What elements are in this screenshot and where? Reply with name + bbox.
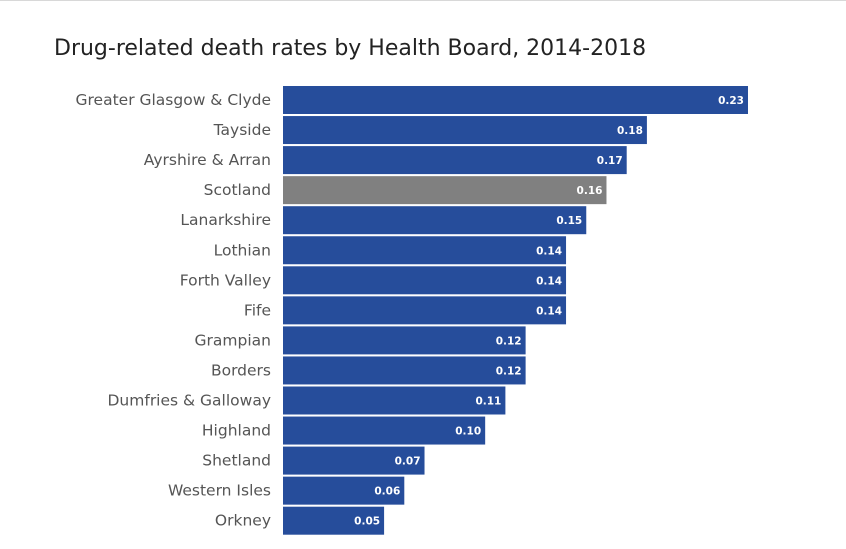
bar-10 <box>283 386 506 415</box>
bar-13 <box>283 476 405 505</box>
value-label-9: 0.12 <box>496 365 522 377</box>
value-label-6: 0.14 <box>536 275 562 287</box>
top-divider <box>0 0 846 1</box>
bar-12 <box>283 446 425 475</box>
value-label-10: 0.11 <box>475 396 501 408</box>
category-label-13: Western Isles <box>168 482 271 500</box>
value-label-3: 0.16 <box>577 185 603 197</box>
bar-14 <box>283 506 385 535</box>
category-label-5: Lothian <box>214 241 271 259</box>
bar-3 <box>283 176 607 205</box>
chart-title: Drug-related death rates by Health Board… <box>54 36 647 61</box>
category-label-6: Forth Valley <box>180 271 271 289</box>
value-label-4: 0.15 <box>556 215 582 227</box>
value-label-0: 0.23 <box>718 95 744 107</box>
value-label-11: 0.10 <box>455 426 481 438</box>
bar-4 <box>283 206 587 235</box>
value-label-12: 0.07 <box>395 456 421 468</box>
value-label-5: 0.14 <box>536 245 562 257</box>
category-label-14: Orkney <box>215 512 271 530</box>
value-labels-group: 0.23 0.18 0.17 0.16 0.15 0.14 0.14 0.14 0.12 0.12… <box>354 95 744 528</box>
bar-11 <box>283 416 486 445</box>
bar-2 <box>283 146 627 175</box>
bar-7 <box>283 296 567 325</box>
value-label-13: 0.06 <box>374 486 400 498</box>
category-label-11: Highland <box>202 422 271 440</box>
value-label-7: 0.14 <box>536 305 562 317</box>
category-label-0: Greater Glasgow & Clyde <box>76 91 272 109</box>
category-label-2: Ayrshire & Arran <box>144 151 271 169</box>
category-label-3: Scotland <box>204 181 271 199</box>
bar-9 <box>283 356 526 385</box>
category-label-1: Tayside <box>213 121 271 139</box>
category-label-12: Shetland <box>202 452 271 470</box>
category-label-9: Borders <box>211 361 271 379</box>
category-label-10: Dumfries & Galloway <box>108 392 272 410</box>
category-label-7: Fife <box>244 301 271 319</box>
bar-0 <box>283 86 748 114</box>
bars-group <box>283 86 748 535</box>
bar-5 <box>283 236 567 265</box>
category-label-8: Grampian <box>195 331 271 349</box>
bar-8 <box>283 326 526 355</box>
category-label-4: Lanarkshire <box>180 211 271 229</box>
value-label-8: 0.12 <box>496 335 522 347</box>
value-label-2: 0.17 <box>597 155 623 167</box>
value-label-14: 0.05 <box>354 516 380 528</box>
bar-1 <box>283 116 647 145</box>
category-labels-group: Greater Glasgow & Clyde Tayside Ayrshire &… <box>76 91 272 530</box>
value-label-1: 0.18 <box>617 125 643 137</box>
bar-6 <box>283 266 567 295</box>
